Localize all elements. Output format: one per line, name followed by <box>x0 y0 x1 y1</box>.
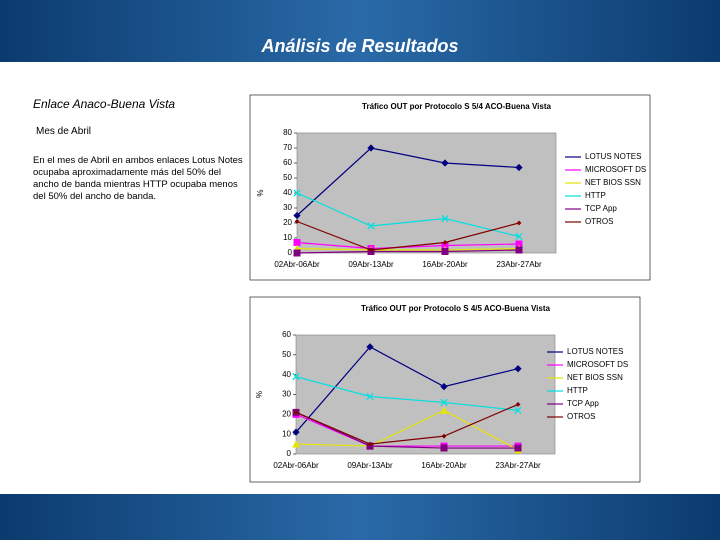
legend-label: MICROSOFT DS <box>567 360 628 369</box>
legend-label: LOTUS NOTES <box>585 152 641 161</box>
x-tick-label: 23Abr-27Abr <box>495 461 541 470</box>
marker <box>293 239 301 246</box>
x-tick-label: 23Abr-27Abr <box>496 260 542 269</box>
y-tick-label: 40 <box>283 188 292 197</box>
y-tick-label: 60 <box>282 330 291 339</box>
marker <box>292 440 300 448</box>
marker <box>294 219 300 224</box>
y-tick-label: 60 <box>283 158 292 167</box>
y-tick-label: 10 <box>282 429 291 438</box>
x-tick-label: 02Abr-06Abr <box>274 260 320 269</box>
legend-label: TCP App <box>585 204 617 213</box>
y-tick-label: 0 <box>287 449 292 458</box>
marker <box>441 433 447 439</box>
marker <box>441 159 449 167</box>
marker <box>367 441 373 447</box>
series-line <box>295 409 519 451</box>
legend-label: NET BIOS SSN <box>585 178 641 187</box>
series-line <box>296 220 520 251</box>
y-tick-label: 70 <box>283 143 292 152</box>
marker <box>293 211 301 220</box>
legend-label: OTROS <box>567 412 595 421</box>
plot-area <box>295 334 556 455</box>
marker <box>293 189 301 197</box>
x-tick-label: 16Abr-20Abr <box>421 461 467 470</box>
series-line <box>295 413 518 447</box>
marker <box>442 240 448 245</box>
marker <box>441 248 449 255</box>
header-banner <box>0 0 720 62</box>
marker <box>367 222 375 230</box>
y-tick-label: 30 <box>283 203 292 212</box>
y-tick-label: 20 <box>283 218 292 227</box>
period: Mes de Abril <box>36 126 92 137</box>
marker <box>292 428 300 436</box>
x-tick-label: 09Abr-13Abr <box>348 260 394 269</box>
legend-label: HTTP <box>585 191 606 200</box>
x-tick-label: 09Abr-13Abr <box>347 461 393 470</box>
marker <box>514 365 522 373</box>
series-line <box>296 247 520 251</box>
legend-label: TCP App <box>567 399 599 408</box>
marker <box>368 247 374 253</box>
marker <box>366 392 374 401</box>
y-tick-label: 50 <box>283 173 292 182</box>
marker <box>515 163 523 172</box>
series-line <box>296 192 520 238</box>
series-line <box>295 346 519 433</box>
x-tick-label: 16Abr-20Abr <box>422 260 468 269</box>
y-tick-label: 20 <box>282 409 291 418</box>
body-text: En el mes de Abril en ambos enlaces Lotu… <box>33 155 243 202</box>
subtitle: Enlace Anaco-Buena Vista <box>33 97 176 111</box>
marker <box>292 372 300 381</box>
chart-title: Tráfico OUT por Protocolo S 5/4 ACO-Buen… <box>362 102 551 111</box>
series-line <box>296 249 520 254</box>
y-tick-label: 50 <box>282 350 291 359</box>
marker <box>515 401 521 407</box>
plot-area <box>296 132 557 254</box>
marker <box>366 343 374 351</box>
marker <box>293 409 299 415</box>
footer-banner <box>0 494 720 540</box>
y-axis-label: % <box>255 391 264 398</box>
legend-label: HTTP <box>567 386 588 395</box>
y-axis-label: % <box>256 189 265 196</box>
series-line <box>295 411 518 449</box>
legend-label: MICROSOFT DS <box>585 165 646 174</box>
marker <box>440 398 448 407</box>
marker <box>515 246 523 254</box>
legend-label: NET BIOS SSN <box>567 373 623 382</box>
marker <box>441 214 449 223</box>
y-tick-label: 30 <box>282 390 291 399</box>
y-tick-label: 40 <box>282 370 291 379</box>
marker <box>367 144 375 152</box>
marker <box>293 249 301 257</box>
y-tick-label: 10 <box>283 233 292 242</box>
legend-label: OTROS <box>585 217 613 226</box>
marker <box>516 220 522 226</box>
series-line <box>296 147 520 216</box>
series-line <box>295 403 519 445</box>
marker <box>515 232 523 241</box>
marker <box>440 382 448 391</box>
marker <box>440 444 448 452</box>
slide-title: Análisis de Resultados <box>261 36 459 56</box>
legend-label: LOTUS NOTES <box>567 347 623 356</box>
series-line <box>295 376 519 411</box>
marker <box>514 406 522 415</box>
series-line <box>296 241 520 250</box>
marker <box>514 444 522 452</box>
y-tick-label: 80 <box>283 128 292 137</box>
chart-title: Tráfico OUT por Protocolo S 4/5 ACO-Buen… <box>361 304 550 313</box>
y-tick-label: 0 <box>288 248 293 257</box>
x-tick-label: 02Abr-06Abr <box>273 461 319 470</box>
marker <box>440 406 448 414</box>
